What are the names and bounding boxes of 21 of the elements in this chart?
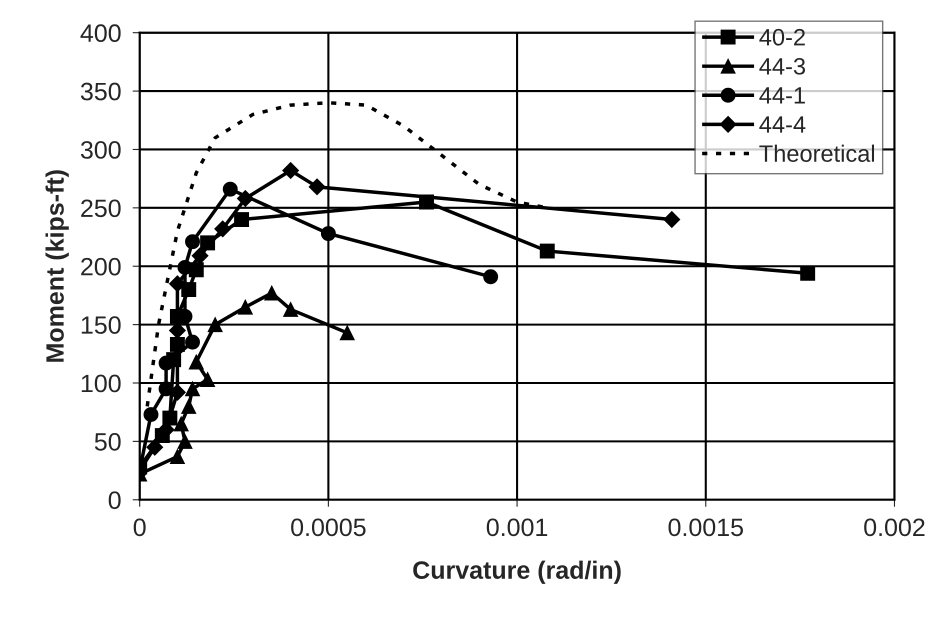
legend-label: 40-2 (759, 28, 805, 46)
y-axis-title: Moment (kips-ft) (45, 170, 69, 362)
legend-label: 44-1 (759, 87, 805, 104)
y-tick-label: 0 (108, 491, 121, 510)
x-tick-label: 0.001 (486, 518, 548, 536)
y-tick-label: 150 (82, 316, 121, 334)
y-tick-label: 100 (82, 374, 121, 392)
x-tick-label: 0.0005 (291, 518, 366, 536)
legend-label: 44-3 (759, 58, 806, 75)
y-tick-label: 350 (80, 82, 121, 100)
x-axis-title: Curvature (rad/in) (413, 560, 621, 584)
y-tick-label: 250 (81, 199, 121, 218)
y-tick-label: 300 (80, 141, 121, 159)
x-tick-label: 0.002 (864, 518, 925, 536)
x-tick-label: 0.0015 (668, 518, 743, 536)
x-tick-label: 0 (134, 518, 146, 536)
legend-label: Theoretical (759, 144, 874, 162)
y-tick-label: 200 (81, 258, 121, 276)
y-tick-label: 50 (94, 432, 121, 451)
y-tick-label: 400 (80, 24, 121, 42)
legend-label: 44-4 (759, 116, 806, 133)
